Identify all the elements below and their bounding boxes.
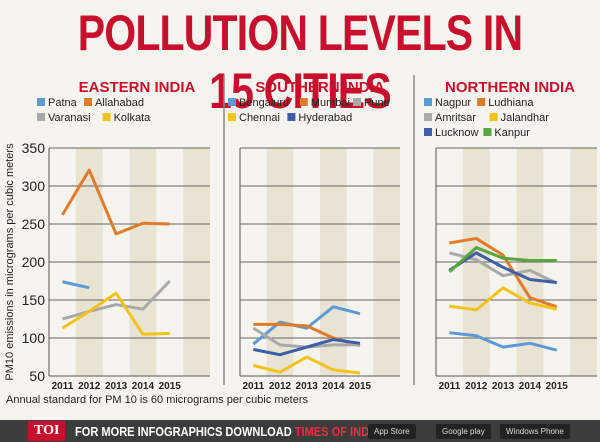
promo-text: FOR MORE INFOGRAPHICS DOWNLOAD TIMES OF … (75, 424, 405, 439)
legend-label: Pune (364, 97, 390, 109)
legend-swatch (353, 98, 361, 106)
google-play-badge[interactable]: Google play (436, 424, 491, 439)
panel-title: EASTERN INDIA (79, 79, 196, 96)
series-line-chennai (252, 355, 361, 375)
legend-label: Ludhiana (488, 97, 534, 109)
legend-swatch (84, 98, 92, 106)
legend-label: Allahabad (95, 97, 144, 109)
legend-swatch (287, 113, 296, 121)
legend-label: Lucknow (435, 127, 478, 139)
footer-banner: TOI FOR MORE INFOGRAPHICS DOWNLOAD TIMES… (0, 420, 600, 442)
x-tick-label: 2014 (322, 381, 345, 392)
legend-swatch (37, 113, 45, 121)
legend-swatch (228, 113, 236, 121)
legend-label: Kanpur (494, 127, 530, 139)
series-line-patna (62, 280, 90, 290)
x-tick-label: 2013 (492, 381, 515, 392)
y-axis-label: PM10 emissions in micrograms per cubic m… (4, 143, 16, 381)
y-tick-label: 300 (22, 178, 46, 194)
legend-swatch (483, 128, 492, 136)
y-tick-label: 150 (22, 292, 46, 308)
series-line-jalandhar (449, 286, 558, 312)
legend-swatch (228, 98, 236, 106)
x-tick-label: 2013 (296, 381, 319, 392)
toi-logo: TOI (28, 421, 66, 441)
legend-label: Chennai (239, 112, 280, 124)
legend-swatch (299, 98, 308, 106)
series-line-bengaluru (252, 305, 361, 346)
x-tick-label: 2012 (78, 381, 101, 392)
series-line-nagpur (449, 331, 558, 352)
series-line-kolkata (61, 291, 170, 336)
x-tick-label: 2015 (546, 381, 569, 392)
footnote: Annual standard for PM 10 is 60 microgra… (6, 394, 309, 406)
page-title: POLLUTION LEVELS IN 15 CITIES (77, 5, 523, 119)
legend-swatch (489, 113, 498, 121)
legend-label: Mumbai (311, 97, 350, 109)
x-tick-label: 2012 (269, 381, 292, 392)
legend-swatch (424, 98, 432, 106)
legend-swatch (477, 98, 486, 106)
series-line-varanasi (62, 279, 171, 321)
y-tick-label: 350 (22, 140, 46, 156)
panel-title: NORTHERN INDIA (445, 79, 575, 96)
windows-phone-badge[interactable]: Windows Phone (500, 424, 570, 439)
legend-swatch (424, 113, 432, 121)
x-tick-label: 2014 (132, 381, 155, 392)
legend-label: Kolkata (114, 112, 152, 124)
x-tick-label: 2014 (519, 381, 542, 392)
promo-label: FOR MORE INFOGRAPHICS DOWNLOAD (75, 423, 296, 439)
y-tick-label: 200 (22, 254, 46, 270)
x-tick-label: 2011 (52, 381, 74, 392)
y-tick-label: 100 (22, 330, 46, 346)
legend-label: Bengaluru (239, 97, 289, 109)
legend-label: Jalandhar (501, 112, 550, 124)
legend-swatch (424, 128, 432, 136)
legend-label: Nagpur (435, 97, 471, 109)
y-tick-label: 250 (22, 216, 46, 232)
legend-swatch (102, 113, 111, 121)
legend-swatch (37, 98, 45, 106)
legend-label: Varanasi (48, 112, 91, 124)
x-tick-label: 2015 (349, 381, 372, 392)
series-line-ludhiana (449, 236, 558, 309)
legend-label: Amritsar (435, 112, 476, 124)
series-line-lucknow (448, 251, 557, 285)
y-tick-label: 50 (29, 368, 45, 384)
x-tick-label: 2011 (439, 381, 461, 392)
legend-label: Hyderabad (298, 112, 352, 124)
x-tick-label: 2013 (105, 381, 128, 392)
series-line-hyderabad (253, 338, 361, 357)
legend-label: Patna (48, 97, 78, 109)
series-line-kanpur (448, 246, 557, 273)
series-line-allahabad (61, 168, 170, 236)
x-tick-label: 2011 (242, 381, 264, 392)
x-tick-label: 2012 (465, 381, 488, 392)
panel-title: SOUTHERN INDIA (255, 79, 384, 96)
x-tick-label: 2015 (159, 381, 182, 392)
app-store-badge[interactable]: App Store (368, 424, 416, 439)
